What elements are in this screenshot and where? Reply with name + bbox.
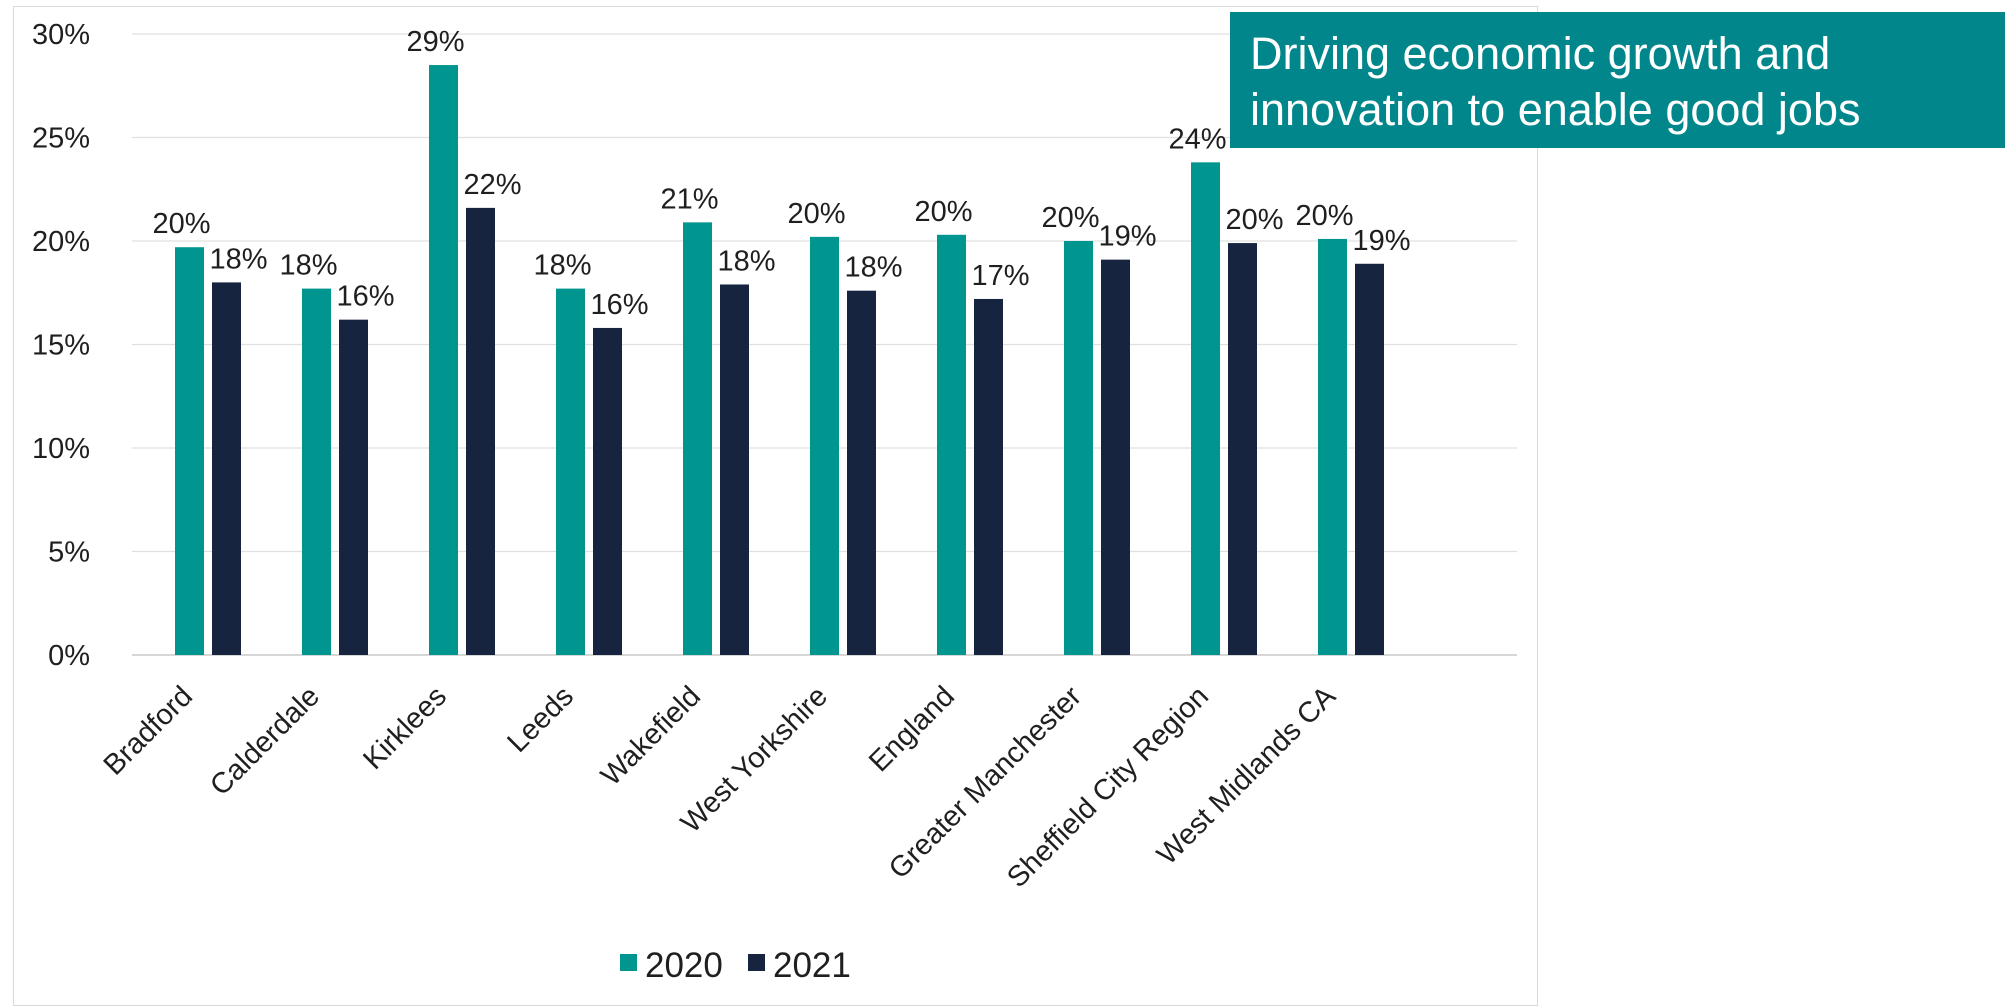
bar-2020 <box>302 288 331 655</box>
bar-2020 <box>683 222 712 655</box>
bar-2021 <box>720 284 749 655</box>
data-label: 29% <box>406 26 464 58</box>
bar-2020 <box>1064 241 1093 655</box>
data-label: 24% <box>1168 123 1226 155</box>
y-tick-label: 30% <box>32 19 90 51</box>
y-tick-label: 5% <box>48 537 90 569</box>
data-label: 20% <box>1295 200 1353 232</box>
data-label: 20% <box>1041 202 1099 234</box>
chart-frame: 0% 5% 10% 15% 20% 25% 30% 20% 18% Bradford 18% 16% C… <box>13 6 1538 1006</box>
bar-chart: 0%5%10%15%20%25%30%20%18%Bradford18%16%C… <box>32 19 1517 985</box>
bar-2020 <box>556 288 585 655</box>
y-tick-label: 25% <box>32 123 90 155</box>
data-label: 18% <box>209 243 267 275</box>
data-label: 17% <box>971 260 1029 292</box>
bar-2020 <box>175 247 204 655</box>
banner-line-1: Driving economic growth and <box>1250 28 1831 79</box>
bar-2020 <box>937 234 966 656</box>
bar-2020 <box>429 65 458 656</box>
data-label: 22% <box>463 169 521 201</box>
x-category-label: Bradford <box>98 680 199 781</box>
data-label: 19% <box>1352 225 1410 257</box>
data-label: 16% <box>590 289 648 321</box>
x-category-label: Kirklees <box>357 680 453 776</box>
y-tick-label: 15% <box>32 330 90 362</box>
x-category-label: Calderdale <box>204 680 326 802</box>
data-label: 18% <box>844 252 902 284</box>
title-banner: Driving economic growth and innovation t… <box>1230 12 2005 148</box>
data-label: 20% <box>1225 204 1283 236</box>
bar-2021 <box>847 290 876 655</box>
legend-swatch-2020 <box>620 954 637 971</box>
y-tick-label: 0% <box>48 640 90 672</box>
bar-2021 <box>1355 263 1384 655</box>
data-label: 20% <box>787 198 845 230</box>
bar-2021 <box>339 319 368 655</box>
bar-2020 <box>810 236 839 656</box>
data-label: 21% <box>660 183 718 215</box>
bar-2021 <box>1228 243 1257 655</box>
legend-label-2021: 2021 <box>773 946 851 985</box>
legend-swatch-2021 <box>748 954 765 971</box>
bar-2021 <box>593 327 622 655</box>
bar-2021 <box>1101 259 1130 655</box>
data-label: 18% <box>279 250 337 282</box>
bar-2020 <box>1318 238 1347 655</box>
data-label: 18% <box>717 245 775 277</box>
legend-label-2020: 2020 <box>645 946 723 985</box>
data-label: 20% <box>914 196 972 228</box>
data-label: 18% <box>533 250 591 282</box>
x-category-label: Wakefield <box>595 680 707 792</box>
bar-2021 <box>466 207 495 655</box>
data-label: 19% <box>1098 221 1156 253</box>
y-tick-label: 20% <box>32 226 90 258</box>
bar-2020 <box>1191 162 1220 655</box>
bar-2021 <box>212 282 241 655</box>
data-label: 16% <box>336 281 394 313</box>
x-category-label: England <box>863 680 961 778</box>
y-tick-label: 10% <box>32 433 90 465</box>
data-label: 20% <box>152 208 210 240</box>
banner-line-2: innovation to enable good jobs <box>1250 84 1861 135</box>
bar-2021 <box>974 298 1003 655</box>
x-category-label: Leeds <box>501 680 579 758</box>
